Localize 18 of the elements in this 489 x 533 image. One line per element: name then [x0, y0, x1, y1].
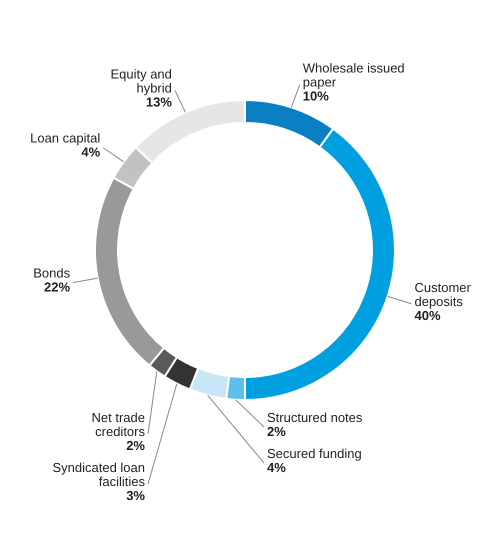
slice-label: Structured notes — [267, 410, 363, 425]
data-label: 10% — [302, 88, 330, 104]
slice-label: Loan capital — [30, 130, 100, 146]
data-label: 22% — [44, 280, 71, 295]
slice-label: Equity and hybrid — [110, 66, 172, 96]
data-label: 2% — [267, 424, 286, 439]
slice-label: Secured funding — [267, 446, 362, 461]
slice-label: Syndicated loan facilities — [52, 460, 146, 489]
data-label: 13% — [146, 94, 172, 110]
slice-label: Customer deposits — [414, 280, 472, 309]
slice-label: Net trade creditors — [92, 410, 146, 439]
data-label: 4% — [267, 460, 286, 475]
data-label: 40% — [414, 308, 441, 323]
slice-label: Bonds — [33, 266, 71, 281]
data-label: 4% — [81, 144, 101, 160]
slice-label: Wholesale issued paper — [302, 60, 405, 90]
data-label: 2% — [126, 438, 146, 453]
data-label: 3% — [126, 488, 146, 503]
